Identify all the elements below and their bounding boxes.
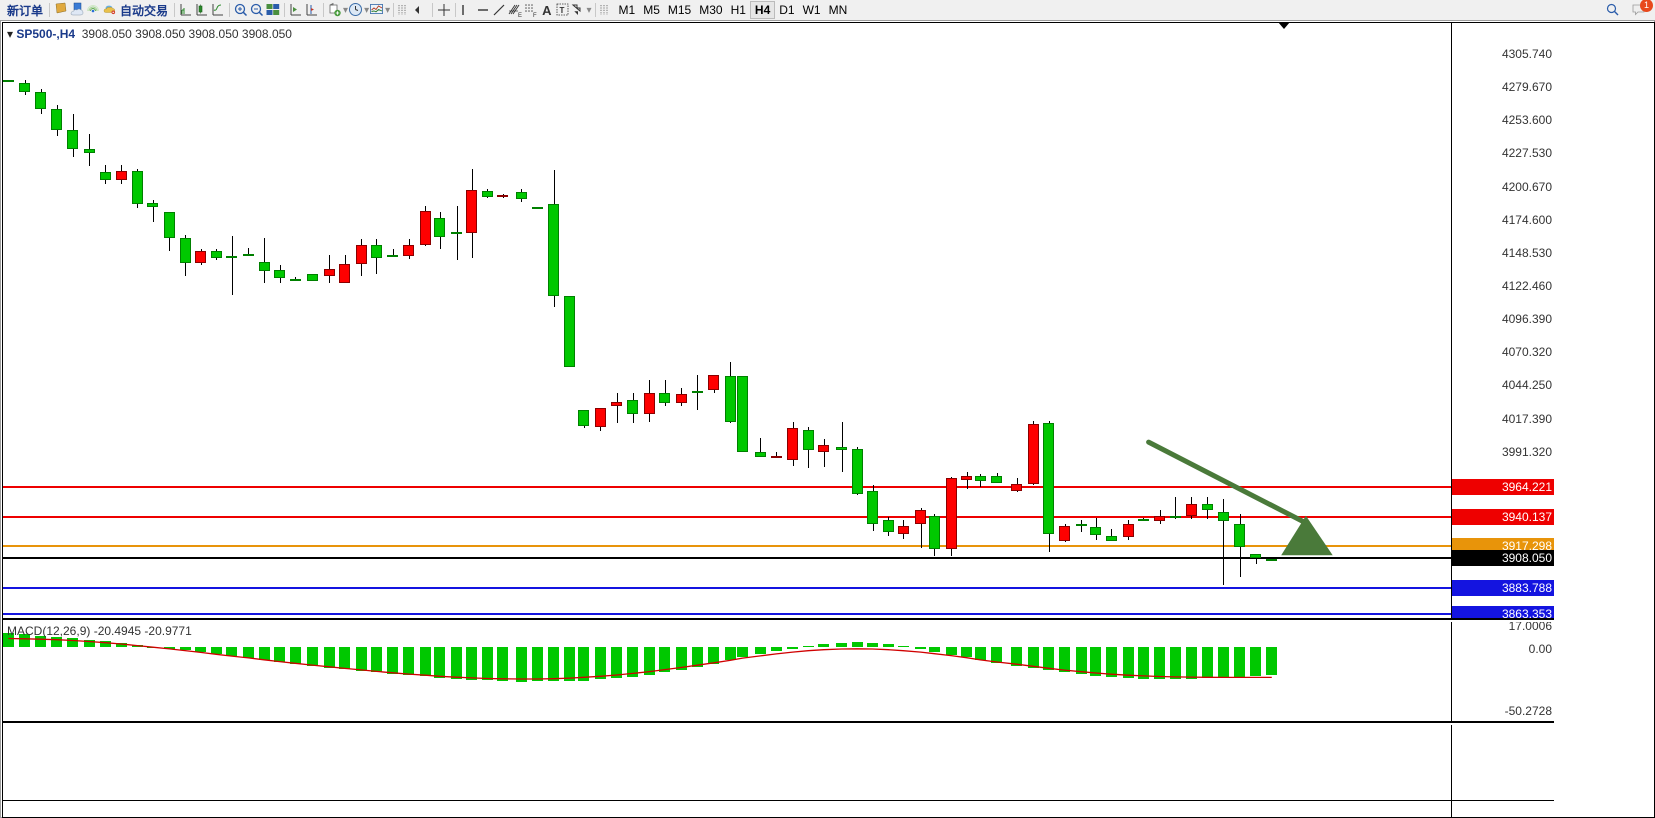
svg-text:T: T (559, 6, 564, 15)
svg-text:F: F (533, 13, 537, 18)
svg-text:E: E (518, 13, 522, 18)
